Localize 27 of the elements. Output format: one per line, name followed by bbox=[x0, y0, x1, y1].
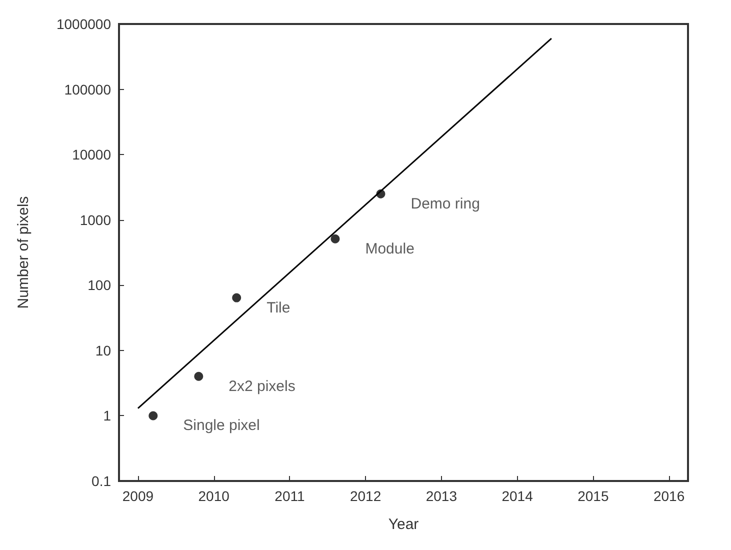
x-tick-label: 2012 bbox=[350, 488, 382, 504]
annotation: 2x2 pixels bbox=[228, 378, 296, 395]
x-tick-label: 2010 bbox=[198, 488, 230, 504]
y-tick-label: 10 bbox=[95, 342, 112, 358]
x-tick-label: 2011 bbox=[274, 488, 305, 504]
x-tick-label: 2013 bbox=[426, 488, 458, 504]
point bbox=[148, 411, 158, 420]
y-tick-label: 1000000 bbox=[56, 16, 112, 32]
point bbox=[194, 372, 204, 381]
y-tick-label: 10000 bbox=[72, 146, 112, 163]
point bbox=[232, 293, 242, 302]
annotation: Module bbox=[365, 240, 414, 258]
x-tick-label: 2016 bbox=[653, 488, 685, 504]
annotation: Single pixel bbox=[183, 417, 260, 434]
y-axis-title: Number of pixels bbox=[15, 196, 32, 309]
y-tick-label: 100 bbox=[88, 277, 112, 294]
point bbox=[330, 234, 340, 244]
x-tick-label: 2015 bbox=[578, 488, 609, 504]
y-tick-label: 1 bbox=[103, 408, 112, 424]
annotation: Tile bbox=[266, 299, 290, 316]
annotation: Demo ring bbox=[410, 195, 480, 212]
x-axis-title: Year bbox=[388, 516, 419, 533]
x-tick-label: 2009 bbox=[122, 488, 154, 504]
y-tick-label: 0.1 bbox=[92, 473, 112, 489]
y-tick-label: 1000 bbox=[80, 212, 112, 228]
x-tick-label: 2014 bbox=[502, 488, 534, 504]
y-tick-label: 100000 bbox=[64, 81, 112, 98]
